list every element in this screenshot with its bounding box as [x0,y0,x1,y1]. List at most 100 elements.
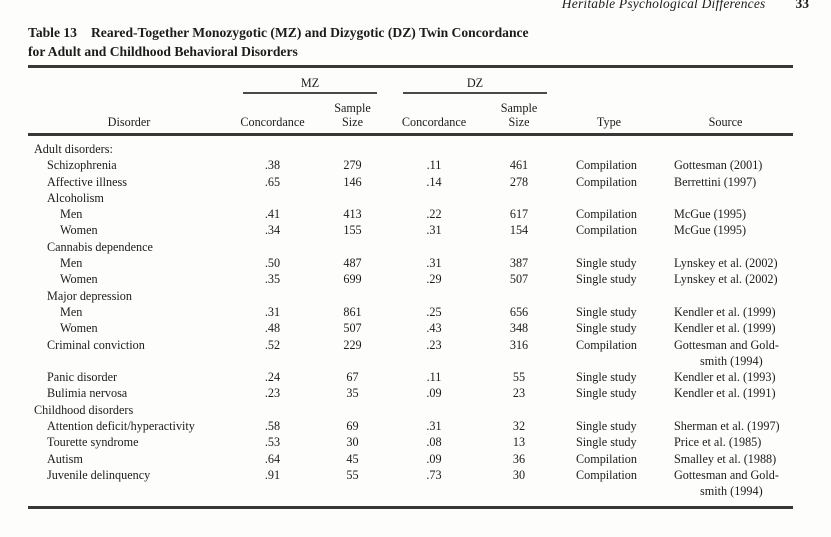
table-row: Criminal conviction .52 229 .23 316 Compilati… [28,337,793,370]
dz-sample-size-cell [478,402,560,418]
dz-sample-size-cell: 656 [509,304,529,319]
mz-concordance-cell: .53 [264,435,281,450]
source-cell: Lynskey et al. (2002) [674,272,778,287]
table-row: Autism .64 45 .09 36 Compilation Smalley et al… [28,451,793,467]
type-cell: Compilation [576,207,637,222]
dz-concordance-cell [390,135,478,158]
mz-concordance-cell: .24 [264,370,281,385]
source-cell: Gottesman and Gold- smith (1994) [674,467,779,499]
page-number: 33 [795,0,810,11]
table-label: Table 13 [28,25,77,40]
source-cell [658,190,793,206]
source-column-header: Source [708,114,743,129]
running-head-title: Heritable Psychological Differences [561,0,766,11]
source-cell: Berrettini (1997) [674,174,757,189]
type-cell: Compilation [576,467,637,482]
mz-concordance-cell: .50 [264,256,281,271]
dz-sample-size-cell: 617 [509,207,529,222]
column-group-row: MZ DZ [28,67,793,95]
dz-group-label: DZ [403,76,547,94]
dz-sample-size-cell [478,288,560,304]
table-block: Table 13 Reared-Together Monozygotic (MZ)… [28,24,793,509]
table-row: Men .31 861 .25 656 Single study Kendler et al… [28,304,793,320]
table-row: Childhood disorders [28,402,793,418]
dz-sample-size-cell: 32 [512,419,526,434]
dz-concordance-cell: .25 [426,304,442,319]
type-column-header: Type [596,114,622,129]
dz-sample-size-cell [478,135,560,158]
dz-sample-size-cell: 316 [509,337,529,352]
dz-concordance-cell: .73 [426,467,442,482]
type-cell: Compilation [576,337,637,352]
source-cell: Price et al. (1985) [674,435,762,450]
source-cell [658,288,793,304]
disorder-cell: Criminal conviction [47,337,145,352]
dz-concordance-cell: .22 [426,207,442,222]
dz-sample-size-cell: 461 [509,158,529,173]
disorder-cell: Women [60,223,98,238]
disorder-cell: Autism [47,451,83,466]
mz-sample-size-cell [315,239,390,255]
empty-spanner-cell [28,67,230,95]
mz-concordance-cell: .31 [264,304,281,319]
mz-concordance-column-header: Concordance [240,114,305,129]
dz-sample-size-column-header: Sample Size [500,101,538,129]
dz-sample-size-cell: 55 [512,370,526,385]
mz-concordance-cell [230,402,315,418]
table-title-text: Reared-Together Monozygotic (MZ) and Diz… [28,25,529,59]
disorder-cell: Cannabis dependence [47,239,153,254]
disorder-cell: Alcoholism [47,190,104,205]
table-row: Juvenile delinquency .91 55 .73 30 Compilatio… [28,467,793,507]
type-cell: Single study [576,321,637,336]
mz-group-header: MZ [230,67,390,94]
type-cell: Single study [576,386,637,401]
dz-sample-size-cell: 348 [509,321,529,336]
dz-sample-size-cell: 30 [512,467,526,482]
source-cell: Gottesman (2001) [674,158,763,173]
dz-sample-size-cell: 154 [509,223,529,238]
type-cell: Single study [576,419,637,434]
mz-concordance-cell: .52 [264,337,281,352]
mz-sample-size-cell [315,190,390,206]
type-cell [560,135,658,158]
source-cell: Kendler et al. (1999) [674,304,776,319]
dz-sample-size-cell: 23 [512,386,526,401]
column-header-row: Disorder Concordance Sample Size Concord… [28,94,793,135]
dz-concordance-column-header: Concordance [401,114,467,129]
dz-concordance-cell: .31 [426,223,442,238]
dz-sample-size-cell: 507 [509,272,529,287]
source-cell [658,239,793,255]
type-cell: Single study [576,304,637,319]
table-title: Table 13 Reared-Together Monozygotic (MZ)… [28,24,793,61]
dz-concordance-cell: .43 [426,321,442,336]
source-cell [658,135,793,158]
twin-concordance-table: MZ DZ Disorder Concordance Sample Size C… [28,65,793,509]
disorder-cell: Juvenile delinquency [47,467,151,482]
source-cell [658,402,793,418]
mz-concordance-cell: .64 [264,451,281,466]
mz-sample-size-cell: 146 [343,174,362,189]
mz-concordance-cell: .91 [264,467,281,482]
dz-group-header: DZ [390,67,560,94]
table-row: Tourette syndrome .53 30 .08 13 Single study P… [28,434,793,450]
mz-sample-size-column-header: Sample Size [334,101,371,129]
source-cell: Kendler et al. (1991) [674,386,776,401]
disorder-cell: Bulimia nervosa [47,386,128,401]
type-cell: Single study [576,256,637,271]
type-cell: Compilation [576,158,637,173]
mz-group-label: MZ [243,76,377,94]
type-cell: Single study [576,370,637,385]
type-cell: Single study [576,435,637,450]
dz-concordance-cell: .09 [426,386,442,401]
dz-concordance-cell: .09 [426,451,442,466]
table-row: Bulimia nervosa .23 35 .09 23 Single study Ken… [28,385,793,401]
disorder-cell: Schizophrenia [47,158,117,173]
mz-concordance-cell: .58 [264,419,281,434]
dz-sample-size-cell: 387 [509,256,529,271]
mz-sample-size-cell: 413 [343,207,362,222]
disorder-cell: Women [60,272,98,287]
mz-concordance-cell: .65 [264,174,281,189]
type-cell [560,190,658,206]
mz-concordance-cell [230,190,315,206]
